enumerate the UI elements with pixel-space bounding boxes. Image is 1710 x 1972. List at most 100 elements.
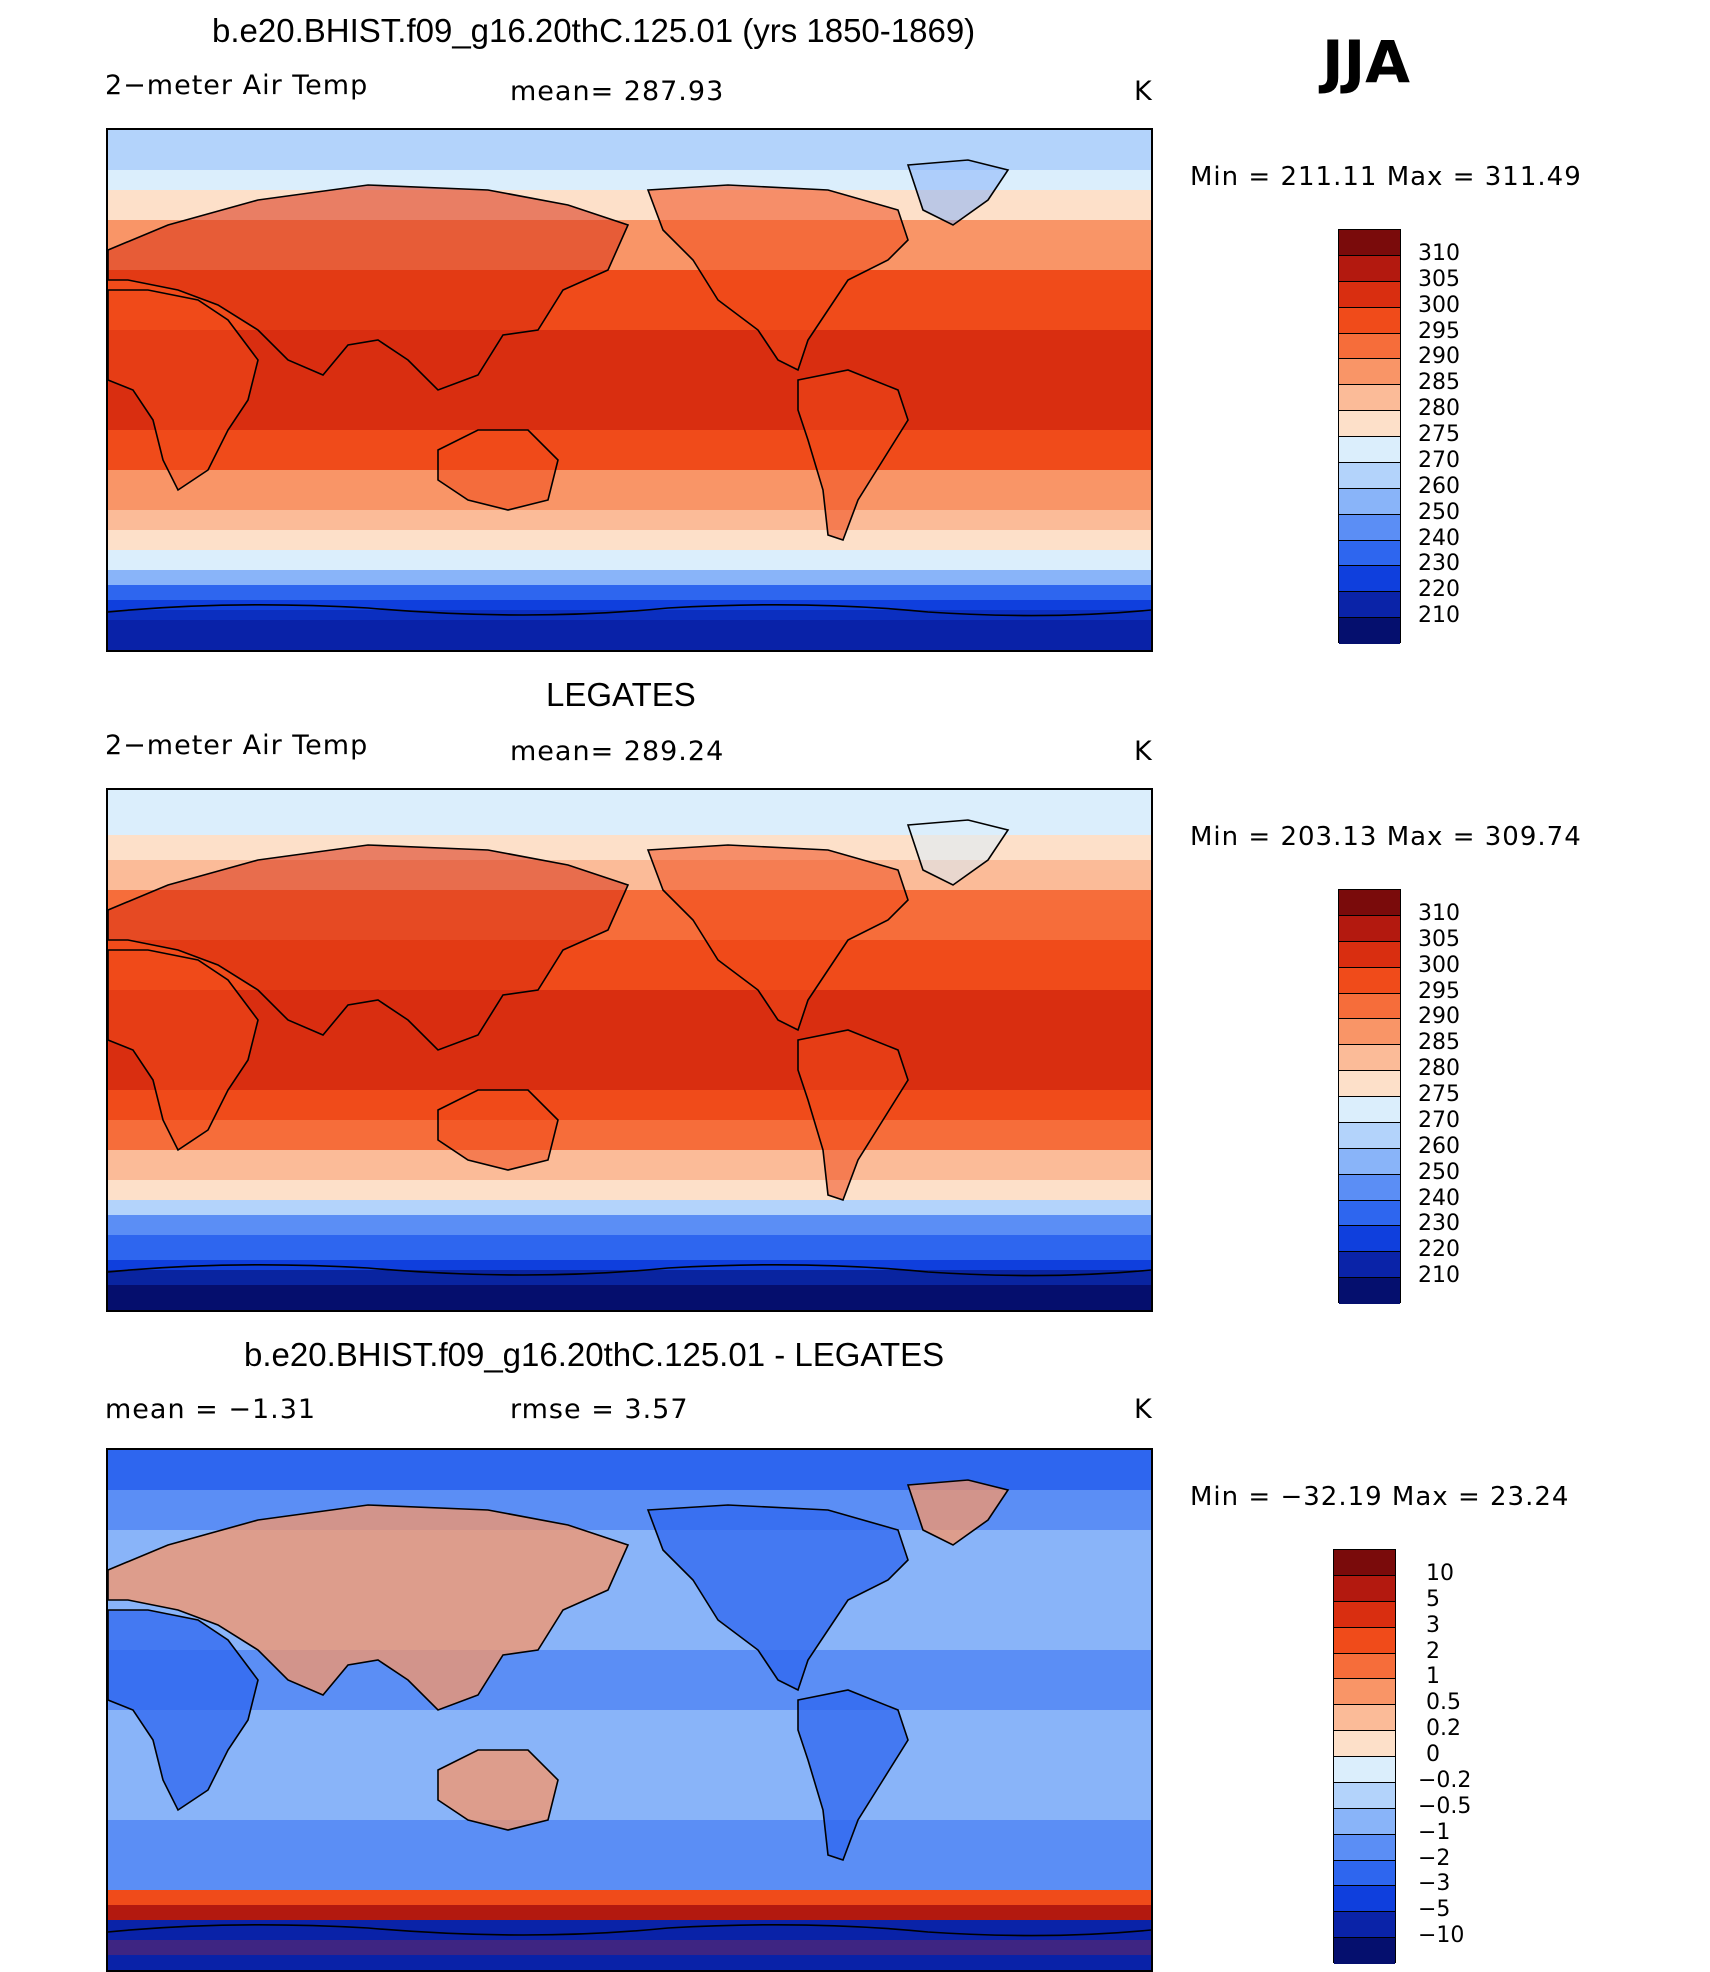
colorbar-tick-label: 0 [1426, 1742, 1440, 1767]
colorbar-tick-label: 220 [1418, 577, 1460, 603]
colorbar-swatch [1339, 462, 1400, 489]
land-fill [798, 1690, 908, 1860]
colorbar-swatch [1334, 1601, 1395, 1628]
panel-2-map [106, 788, 1153, 1312]
field-band [108, 1870, 1151, 1890]
land-fill [108, 610, 1151, 650]
colorbar-tick-label: 290 [1418, 344, 1460, 370]
field-band [108, 1780, 1151, 1820]
colorbar-tick-label: 220 [1418, 1237, 1460, 1263]
colorbar-tick-label: 2 [1426, 1638, 1440, 1664]
colorbar-tick-label: 305 [1418, 266, 1460, 292]
coastline [906, 1479, 1010, 1546]
colorbar-tick-label: 10 [1426, 1560, 1454, 1586]
colorbar-tick-label: 310 [1418, 240, 1460, 266]
colorbar-tick-label: 260 [1418, 1133, 1460, 1159]
colorbar-swatch [1339, 255, 1400, 282]
colorbar-tick-label: 240 [1418, 525, 1460, 551]
coastline [906, 159, 1010, 226]
colorbar-swatch [1339, 890, 1400, 916]
colorbar-tick-label: 310 [1418, 900, 1460, 926]
coastline [108, 1504, 630, 1711]
colorbar-swatch [1334, 1757, 1395, 1783]
panel-2-units-label: K [1134, 736, 1153, 767]
panel-2-title: LEGATES [546, 676, 696, 713]
field-band [108, 1820, 1151, 1870]
colorbar-swatch [1339, 411, 1400, 437]
colorbar-swatch [1339, 359, 1400, 386]
land-fill [908, 160, 1008, 225]
field-band [108, 1180, 1151, 1200]
colorbar-swatch [1339, 1252, 1400, 1279]
colorbar-swatch [1334, 1653, 1395, 1680]
colorbar-swatch [1339, 592, 1400, 619]
field-band [108, 1090, 1151, 1120]
colorbar-swatch [1339, 281, 1400, 308]
colorbar-swatch [1339, 1278, 1400, 1304]
colorbar-tick-label: 275 [1418, 1082, 1460, 1107]
field-band [108, 1120, 1151, 1150]
field-band [108, 1905, 1151, 1920]
panel-1-mean-label: mean= 287.93 [510, 76, 725, 107]
panel-1-variable-label: 2−meter Air Temp [105, 70, 369, 101]
colorbar-tick-label: −1 [1418, 1819, 1451, 1845]
coastline [906, 819, 1010, 886]
coastline [108, 184, 630, 391]
coastline [108, 604, 1151, 617]
land-fill [648, 845, 908, 1030]
land-fill [108, 1270, 1151, 1310]
colorbar-tick-label: 300 [1418, 292, 1460, 318]
colorbar-swatch [1334, 1627, 1395, 1654]
colorbar-swatch [1334, 1575, 1395, 1602]
land-fill [438, 1090, 558, 1170]
land-fill [108, 1610, 258, 1810]
land-fill [108, 1505, 628, 1710]
land-fill [108, 845, 628, 1050]
panel-3-minmax: Min = −32.19 Max = 23.24 [1190, 1482, 1570, 1512]
colorbar-swatch [1339, 1071, 1400, 1097]
colorbar-tick-label: 5 [1426, 1586, 1440, 1612]
panel-2-mean-label: mean= 289.24 [510, 736, 725, 767]
coastline [646, 1504, 909, 1692]
colorbar-tick-label: 280 [1418, 1056, 1460, 1082]
field-band [108, 1235, 1151, 1260]
field-band [108, 585, 1151, 600]
colorbar-swatch [1339, 967, 1400, 994]
colorbar-tick-label: −10 [1418, 1923, 1465, 1949]
panel-1-colorbar-boxes [1338, 229, 1401, 644]
coastline [437, 1749, 559, 1831]
colorbar-swatch [1334, 1834, 1395, 1861]
land-fill [108, 1930, 1151, 1970]
panel-3-map [106, 1448, 1153, 1972]
coastline [646, 844, 909, 1032]
colorbar-swatch [1339, 1097, 1400, 1123]
coastline [108, 949, 259, 1152]
field-band [108, 470, 1151, 510]
colorbar-swatch [1339, 385, 1400, 412]
colorbar-tick-label: −5 [1418, 1897, 1451, 1923]
colorbar-swatch [1339, 566, 1400, 593]
colorbar-tick-label: 260 [1418, 473, 1460, 499]
colorbar-swatch [1334, 1808, 1395, 1835]
colorbar-tick-label: 210 [1418, 1263, 1460, 1289]
coastline [437, 429, 559, 511]
coastline [108, 289, 259, 492]
colorbar-swatch [1339, 540, 1400, 567]
colorbar-tick-label: 270 [1418, 447, 1460, 473]
colorbar-swatch [1339, 941, 1400, 968]
field-band [108, 430, 1151, 470]
colorbar-tick-label: 280 [1418, 396, 1460, 422]
colorbar-tick-label: 230 [1418, 1211, 1460, 1237]
coastline [108, 1924, 1151, 1937]
colorbar-tick-label: 275 [1418, 422, 1460, 447]
colorbar-swatch [1334, 1705, 1395, 1732]
panel-1-field [108, 130, 1151, 650]
colorbar-tick-label: 290 [1418, 1004, 1460, 1030]
colorbar-tick-label: 3 [1426, 1612, 1440, 1638]
coastline [797, 1029, 909, 1202]
field-band [108, 1150, 1151, 1180]
colorbar-swatch [1334, 1782, 1395, 1809]
field-band [108, 1450, 1151, 1490]
panel-1-map [106, 128, 1153, 652]
colorbar-tick-label: 0.2 [1426, 1716, 1461, 1742]
